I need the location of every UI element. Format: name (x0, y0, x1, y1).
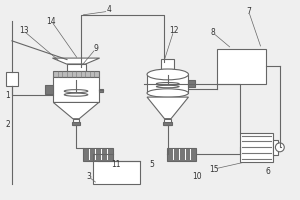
Bar (147, 74, 188, 93)
Bar (217, 49, 266, 84)
Text: 13: 13 (19, 26, 28, 35)
Ellipse shape (156, 83, 179, 85)
Text: 4: 4 (106, 5, 111, 14)
Text: 3: 3 (86, 172, 91, 181)
Circle shape (275, 143, 284, 152)
Polygon shape (53, 102, 99, 119)
Ellipse shape (64, 90, 88, 93)
Polygon shape (147, 97, 188, 119)
Bar (53, 71, 99, 77)
Bar (45, 85, 53, 94)
Ellipse shape (147, 89, 188, 97)
Bar (67, 64, 85, 71)
Bar (93, 161, 140, 184)
Bar (167, 148, 196, 161)
Bar (273, 140, 278, 155)
Ellipse shape (156, 85, 179, 88)
Bar (164, 119, 171, 125)
Text: 14: 14 (46, 17, 56, 26)
Text: 1: 1 (6, 91, 10, 100)
Text: 12: 12 (169, 26, 178, 35)
Bar (161, 59, 174, 69)
Bar (53, 77, 99, 102)
Bar (188, 80, 195, 87)
Bar (83, 148, 112, 161)
Bar (164, 122, 172, 125)
Polygon shape (52, 58, 100, 64)
Ellipse shape (64, 93, 88, 96)
Text: 11: 11 (111, 160, 120, 169)
Text: 5: 5 (149, 160, 154, 169)
Bar (99, 89, 103, 92)
Bar (240, 133, 273, 162)
Bar (72, 122, 80, 125)
Bar (73, 119, 79, 125)
Text: 7: 7 (246, 7, 251, 16)
Text: 8: 8 (211, 28, 215, 37)
Ellipse shape (147, 69, 188, 80)
Text: 15: 15 (209, 165, 219, 174)
Text: 2: 2 (6, 120, 10, 129)
Bar (6, 72, 18, 86)
Text: 9: 9 (93, 44, 98, 53)
Text: 10: 10 (193, 172, 202, 181)
Text: 6: 6 (266, 167, 271, 176)
